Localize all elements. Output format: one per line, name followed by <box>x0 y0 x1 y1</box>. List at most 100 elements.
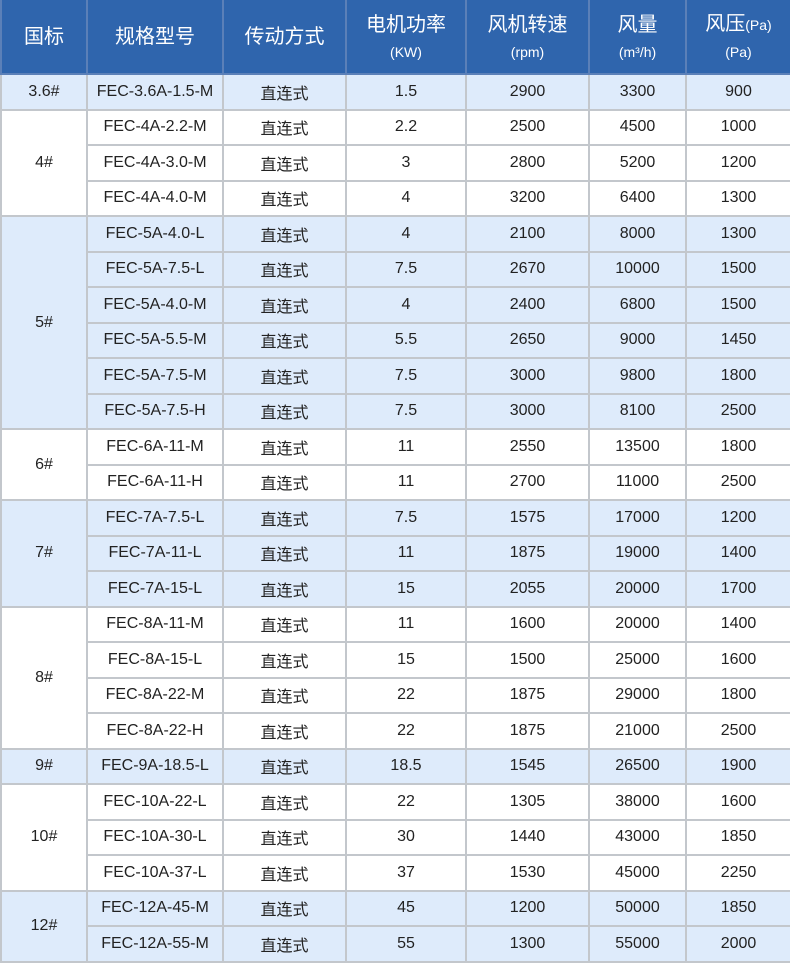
cell-airflow: 5200 <box>588 144 687 182</box>
cell-model: FEC-9A-18.5-L <box>86 747 224 785</box>
cell-standard: 8# <box>0 605 88 750</box>
table-row: 5# FEC-5A-4.0-L 直连式 4 2100 8000 1300 <box>0 215 790 430</box>
cell-pressure: 1500 <box>685 250 790 288</box>
cell-model: FEC-8A-22-M <box>86 676 224 714</box>
cell-drive: 直连式 <box>222 925 347 963</box>
cell-pressure: 1400 <box>685 605 790 643</box>
cell-pressure: 2000 <box>685 925 790 963</box>
cell-airflow: 9800 <box>588 357 687 395</box>
cell-drive: 直连式 <box>222 392 347 430</box>
table-row: FEC-7A-11-L 直连式 11 1875 19000 1400 <box>1 534 790 572</box>
cell-power: 7.5 <box>345 392 467 430</box>
cell-power: 4 <box>345 179 467 217</box>
cell-speed: 3000 <box>465 392 590 430</box>
cell-drive: 直连式 <box>222 818 347 856</box>
cell-pressure: 1900 <box>685 747 790 785</box>
cell-speed: 1600 <box>465 605 590 643</box>
cell-drive: 直连式 <box>222 534 347 572</box>
cell-standard: 4# <box>0 108 88 217</box>
cell-standard: 6# <box>0 428 88 501</box>
cell-power: 22 <box>345 676 467 714</box>
cell-speed: 2800 <box>465 144 590 182</box>
cell-model: FEC-7A-7.5-L <box>86 499 224 537</box>
cell-drive: 直连式 <box>222 783 347 821</box>
cell-drive: 直连式 <box>222 108 347 146</box>
table-body: 3.6# FEC-3.6A-1.5-M 直连式 1.5 2900 3300 900 4# FEC… <box>0 73 790 963</box>
cell-power: 2.2 <box>345 108 467 146</box>
cell-pressure: 1000 <box>685 108 790 146</box>
table-row: FEC-5A-7.5-H 直连式 7.5 3000 8100 2500 <box>1 392 790 430</box>
cell-speed: 1305 <box>465 783 590 821</box>
cell-power: 7.5 <box>345 250 467 288</box>
table-row: FEC-7A-15-L 直连式 15 2055 20000 1700 <box>1 570 790 608</box>
cell-speed: 2700 <box>465 463 590 501</box>
cell-model: FEC-6A-11-M <box>86 428 224 466</box>
cell-speed: 2900 <box>465 73 590 111</box>
cell-pressure: 1800 <box>685 676 790 714</box>
cell-speed: 1875 <box>465 712 590 750</box>
table-row: 9# FEC-9A-18.5-L 直连式 18.5 1545 26500 1900 <box>0 747 790 785</box>
table-row: FEC-5A-4.0-M 直连式 4 2400 6800 1500 <box>1 286 790 324</box>
cell-drive: 直连式 <box>222 747 347 785</box>
cell-airflow: 43000 <box>588 818 687 856</box>
cell-power: 7.5 <box>345 499 467 537</box>
cell-drive: 直连式 <box>222 250 347 288</box>
cell-power: 22 <box>345 783 467 821</box>
cell-airflow: 6400 <box>588 179 687 217</box>
cell-speed: 1530 <box>465 854 590 892</box>
cell-airflow: 55000 <box>588 925 687 963</box>
cell-speed: 2100 <box>465 215 590 253</box>
cell-model: FEC-8A-11-M <box>86 605 224 643</box>
cell-power: 3 <box>345 144 467 182</box>
cell-drive: 直连式 <box>222 321 347 359</box>
cell-airflow: 20000 <box>588 605 687 643</box>
cell-speed: 1500 <box>465 641 590 679</box>
cell-power: 5.5 <box>345 321 467 359</box>
cell-airflow: 19000 <box>588 534 687 572</box>
table-row: FEC-5A-5.5-M 直连式 5.5 2650 9000 1450 <box>1 321 790 359</box>
cell-pressure: 1850 <box>685 889 790 927</box>
cell-pressure: 2500 <box>685 712 790 750</box>
cell-model: FEC-12A-55-M <box>86 925 224 963</box>
table-row: 12# FEC-12A-45-M 直连式 45 1200 50000 1850 <box>0 889 790 963</box>
cell-standard: 10# <box>0 783 88 892</box>
cell-drive: 直连式 <box>222 179 347 217</box>
cell-pressure: 1800 <box>685 357 790 395</box>
cell-power: 22 <box>345 712 467 750</box>
cell-model: FEC-4A-2.2-M <box>86 108 224 146</box>
cell-standard: 9# <box>0 747 88 785</box>
header-speed: 风机转速 (rpm) <box>465 0 590 75</box>
cell-airflow: 29000 <box>588 676 687 714</box>
cell-power: 11 <box>345 534 467 572</box>
cell-power: 55 <box>345 925 467 963</box>
cell-model: FEC-7A-11-L <box>86 534 224 572</box>
cell-speed: 1875 <box>465 534 590 572</box>
cell-pressure: 1450 <box>685 321 790 359</box>
cell-model: FEC-5A-7.5-L <box>86 250 224 288</box>
cell-pressure: 1600 <box>685 783 790 821</box>
cell-power: 4 <box>345 286 467 324</box>
cell-power: 11 <box>345 605 467 643</box>
table-row: 10# FEC-10A-22-L 直连式 22 1305 38000 1600 <box>0 783 790 892</box>
table-row: 3.6# FEC-3.6A-1.5-M 直连式 1.5 2900 3300 900 <box>0 73 790 111</box>
header-airflow: 风量 (m³/h) <box>588 0 687 75</box>
cell-airflow: 21000 <box>588 712 687 750</box>
cell-pressure: 1850 <box>685 818 790 856</box>
cell-airflow: 4500 <box>588 108 687 146</box>
cell-power: 30 <box>345 818 467 856</box>
cell-model: FEC-10A-30-L <box>86 818 224 856</box>
table-row: 6# FEC-6A-11-M 直连式 11 2550 13500 1800 <box>0 428 790 501</box>
cell-airflow: 17000 <box>588 499 687 537</box>
header-label: 风压 <box>705 13 746 35</box>
cell-model: FEC-5A-7.5-M <box>86 357 224 395</box>
cell-drive: 直连式 <box>222 712 347 750</box>
cell-drive: 直连式 <box>222 641 347 679</box>
cell-pressure: 2500 <box>685 463 790 501</box>
table-row: FEC-5A-7.5-M 直连式 7.5 3000 9800 1800 <box>1 357 790 395</box>
cell-airflow: 50000 <box>588 889 687 927</box>
table-row: FEC-8A-15-L 直连式 15 1500 25000 1600 <box>1 641 790 679</box>
cell-pressure: 1700 <box>685 570 790 608</box>
cell-power: 18.5 <box>345 747 467 785</box>
cell-standard: 12# <box>0 889 88 963</box>
